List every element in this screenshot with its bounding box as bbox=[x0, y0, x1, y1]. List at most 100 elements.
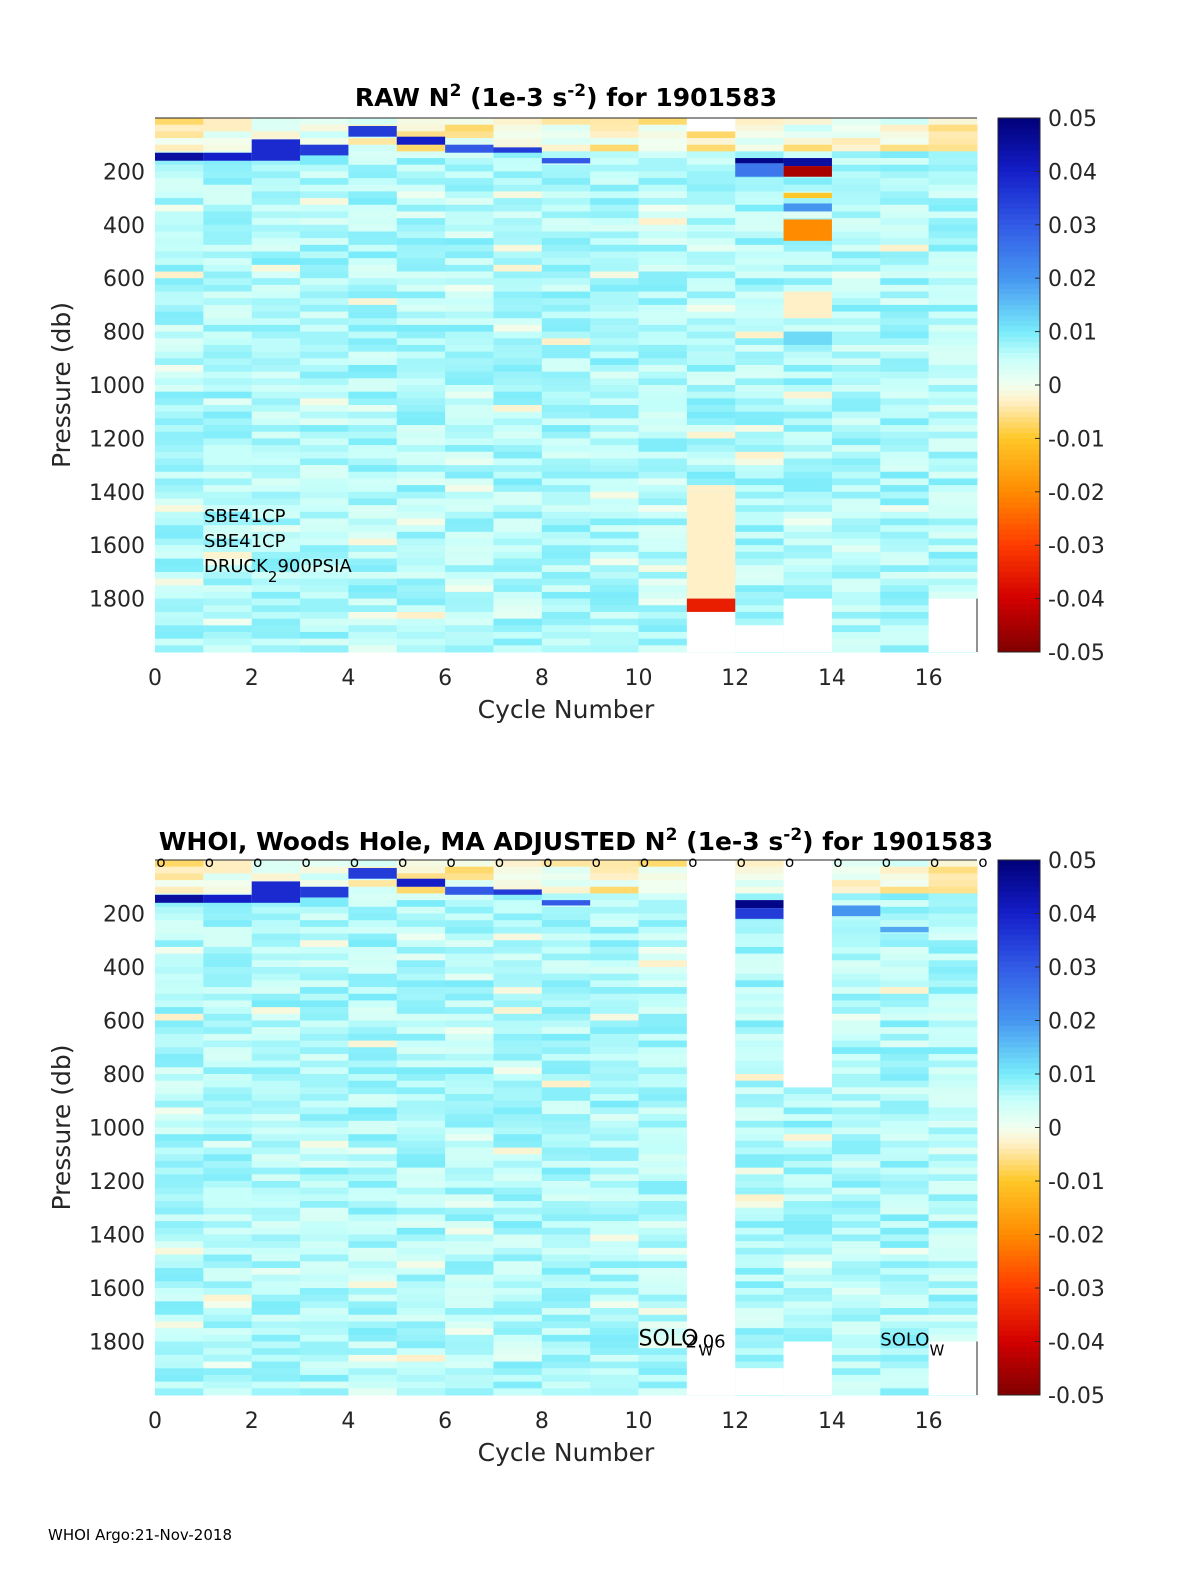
heatmap-cell bbox=[493, 571, 543, 580]
heatmap-cell bbox=[686, 164, 736, 172]
heatmap-cell bbox=[638, 191, 688, 199]
heatmap-cell bbox=[831, 545, 881, 553]
heatmap-cell bbox=[783, 565, 833, 573]
colorbar-swatch bbox=[998, 443, 1040, 450]
heatmap-cell bbox=[880, 211, 930, 219]
heatmap-cell bbox=[590, 278, 640, 286]
colorbar-swatch bbox=[998, 401, 1040, 407]
heatmap-cell bbox=[590, 967, 640, 975]
heatmap-cell bbox=[590, 558, 640, 566]
heatmap-cell bbox=[541, 304, 591, 313]
heatmap-cell bbox=[831, 1288, 881, 1296]
heatmap-cell bbox=[831, 940, 881, 948]
heatmap-cell bbox=[396, 1361, 446, 1369]
colorbar-swatch bbox=[998, 550, 1040, 557]
heatmap-cell bbox=[155, 591, 204, 600]
heatmap-cell bbox=[445, 967, 494, 975]
heatmap-cell bbox=[300, 338, 349, 346]
heatmap-cell bbox=[590, 598, 640, 606]
colorbar-swatch bbox=[998, 352, 1040, 359]
heatmap-cell bbox=[783, 211, 833, 219]
heatmap-cell bbox=[831, 1120, 881, 1128]
heatmap-cell bbox=[155, 638, 204, 646]
colorbar-swatch bbox=[998, 972, 1040, 979]
heatmap-cell bbox=[638, 1388, 688, 1396]
heatmap-cell bbox=[396, 1000, 446, 1008]
heatmap-cell bbox=[638, 531, 688, 540]
heatmap-cell bbox=[203, 860, 253, 868]
heatmap-cell bbox=[541, 1214, 591, 1222]
colorbar-swatch bbox=[998, 577, 1040, 584]
heatmap-cell bbox=[493, 906, 543, 914]
heatmap-cell bbox=[928, 525, 978, 533]
heatmap-cell bbox=[203, 1060, 253, 1068]
heatmap-cell bbox=[831, 1174, 881, 1182]
heatmap-cell bbox=[348, 1013, 398, 1021]
heatmap-cell bbox=[590, 1261, 640, 1269]
heatmap-cell bbox=[831, 378, 881, 386]
heatmap-cell bbox=[541, 465, 591, 473]
heatmap-cell bbox=[590, 1174, 640, 1182]
heatmap-cell bbox=[928, 324, 978, 333]
heatmap-cell bbox=[396, 264, 446, 273]
heatmap-cell bbox=[541, 598, 591, 606]
heatmap-cell bbox=[396, 1321, 446, 1329]
heatmap-cell bbox=[300, 505, 349, 513]
heatmap-cell bbox=[831, 505, 881, 513]
heatmap-cell bbox=[783, 358, 833, 366]
heatmap-cell bbox=[541, 1321, 591, 1329]
heatmap-cell bbox=[880, 1241, 930, 1249]
heatmap-cell bbox=[880, 605, 930, 613]
heatmap-cell bbox=[638, 171, 688, 179]
heatmap-cell bbox=[638, 385, 688, 393]
heatmap-cell bbox=[203, 538, 253, 546]
heatmap-cell bbox=[300, 291, 349, 299]
heatmap-cell bbox=[735, 993, 785, 1001]
heatmap-cell bbox=[445, 585, 494, 593]
heatmap-cell bbox=[686, 224, 736, 232]
heatmap-cell bbox=[251, 244, 301, 252]
heatmap-cell bbox=[735, 1361, 785, 1369]
heatmap-cell bbox=[928, 1214, 978, 1222]
heatmap-cell bbox=[155, 900, 204, 908]
heatmap-cell bbox=[251, 385, 301, 393]
heatmap-cell bbox=[445, 391, 494, 399]
heatmap-cell bbox=[493, 238, 543, 246]
qc-marker: o bbox=[882, 853, 891, 871]
heatmap-cell bbox=[445, 298, 494, 306]
heatmap-cell bbox=[155, 1341, 204, 1349]
colorbar-swatch bbox=[998, 1250, 1040, 1257]
heatmap-cell bbox=[396, 364, 446, 373]
heatmap-cell bbox=[396, 304, 446, 313]
heatmap-cell bbox=[928, 1167, 978, 1175]
heatmap-cell bbox=[445, 1227, 494, 1235]
heatmap-cell bbox=[541, 218, 591, 226]
heatmap-cell bbox=[686, 278, 736, 286]
heatmap-cell bbox=[880, 880, 930, 888]
heatmap-cell bbox=[348, 278, 398, 286]
heatmap-cell bbox=[155, 605, 204, 613]
heatmap-cell bbox=[880, 1100, 930, 1108]
heatmap-cell bbox=[155, 184, 204, 192]
heatmap-cell bbox=[590, 211, 640, 219]
raw-n2-panel: 0 2 4 6 8 10 12 14 16200400600800100012001400160… bbox=[47, 81, 1105, 724]
heatmap-cell bbox=[590, 980, 640, 988]
heatmap-cell bbox=[541, 873, 591, 881]
colorbar-swatch bbox=[998, 368, 1040, 375]
heatmap-cell bbox=[880, 1227, 930, 1235]
heatmap-cell bbox=[928, 1234, 978, 1242]
heatmap-cell bbox=[396, 1114, 446, 1122]
heatmap-cell bbox=[831, 1040, 881, 1048]
heatmap-cell bbox=[300, 571, 349, 580]
heatmap-cell bbox=[300, 900, 349, 908]
heatmap-cell bbox=[541, 591, 591, 600]
heatmap-cell bbox=[541, 398, 591, 406]
heatmap-cell bbox=[300, 498, 349, 506]
qc-marker: o bbox=[833, 853, 842, 871]
heatmap-cell bbox=[251, 371, 301, 379]
heatmap-cell bbox=[251, 518, 301, 526]
heatmap-cell bbox=[155, 1000, 204, 1008]
colorbar-swatch bbox=[998, 1207, 1040, 1214]
heatmap-cell bbox=[203, 244, 253, 252]
heatmap-cell bbox=[638, 1368, 688, 1376]
